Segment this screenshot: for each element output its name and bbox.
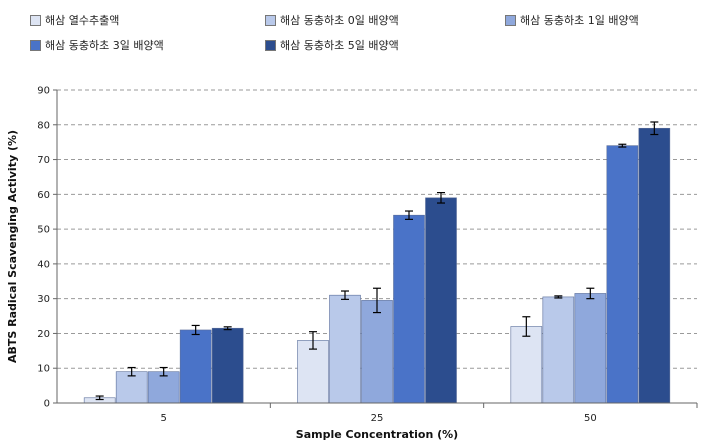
bar [361, 300, 393, 404]
legend-swatch-series-5 [265, 39, 276, 51]
y-tick-label: 70 [37, 155, 50, 166]
legend-swatch-series-2 [265, 14, 276, 26]
legend-label-series-1: 해삼 열수추출액 [45, 14, 120, 27]
legend-item-series-5: 해삼 동충하초 5일 배양액 [265, 37, 399, 53]
bars [83, 121, 671, 404]
y-tick-label: 20 [37, 329, 50, 340]
y-tick-label: 30 [37, 294, 50, 305]
gridlines [57, 89, 697, 369]
legend-item-series-2: 해삼 동충하초 0일 배양액 [265, 12, 399, 28]
bar [638, 127, 671, 404]
x-axis-title: Sample Concentration (%) [296, 428, 458, 441]
y-tick-label: 40 [37, 259, 50, 270]
y-tick-label: 10 [37, 364, 50, 375]
x-tick-label: 25 [371, 413, 384, 424]
bar [425, 197, 457, 404]
legend-swatch-series-4 [30, 39, 41, 51]
bar [179, 329, 212, 404]
legend-label-series-4: 해삼 동충하초 3일 배양액 [45, 39, 164, 52]
tick-labels: 0 10 20 30 40 50 60 70 80 90 5 25 50 [37, 86, 698, 424]
bar [115, 371, 148, 404]
legend-label-series-3: 해삼 동충하초 1일 배양액 [520, 14, 639, 27]
bar [574, 293, 607, 404]
legend-swatch-series-1 [30, 14, 41, 26]
legend-item-series-3: 해삼 동충하초 1일 배양액 [505, 12, 639, 28]
y-tick-label: 60 [37, 190, 50, 201]
bar [211, 327, 244, 404]
bar [606, 145, 639, 404]
bar [329, 294, 361, 404]
y-tick-label: 80 [37, 120, 50, 131]
bar [542, 296, 575, 404]
y-tick-label: 90 [37, 86, 50, 97]
legend-swatch-series-3 [505, 14, 516, 26]
bar [393, 214, 425, 404]
bar [510, 326, 543, 404]
legend-item-series-4: 해삼 동충하초 3일 배양액 [30, 37, 164, 53]
legend-label-series-2: 해삼 동충하초 0일 배양액 [280, 14, 399, 27]
y-tick-label: 0 [44, 399, 50, 410]
bar [297, 340, 329, 404]
y-axis-title: ABTS Radical Scavenging Activity (%) [6, 130, 19, 363]
y-tick-label: 50 [37, 225, 50, 236]
x-tick-label: 5 [160, 413, 166, 424]
legend: 해삼 열수추출액 해삼 동충하초 0일 배양액 해삼 동충하초 1일 배양액 해… [30, 8, 709, 64]
legend-label-series-5: 해삼 동충하초 5일 배양액 [280, 39, 399, 52]
legend-item-series-1: 해삼 열수추출액 [30, 12, 119, 28]
x-tick-label: 50 [584, 413, 597, 424]
